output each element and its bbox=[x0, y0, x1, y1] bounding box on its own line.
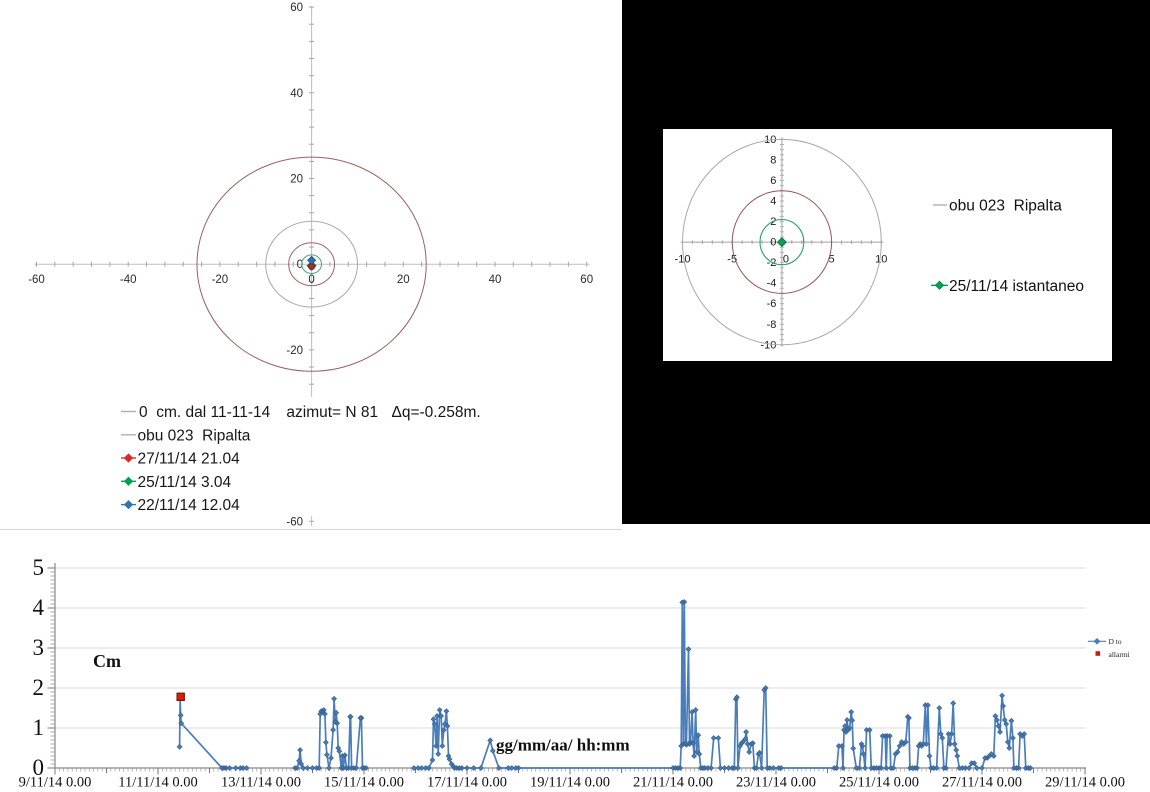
svg-text:4: 4 bbox=[33, 595, 45, 620]
svg-text:8: 8 bbox=[770, 154, 776, 166]
svg-text:27/11/14 0.00: 27/11/14 0.00 bbox=[942, 775, 1022, 791]
svg-text:-60: -60 bbox=[28, 274, 45, 286]
svg-text:-2: -2 bbox=[767, 257, 777, 269]
svg-text:0: 0 bbox=[33, 755, 45, 780]
svg-text:2: 2 bbox=[33, 675, 45, 700]
svg-text:5: 5 bbox=[33, 555, 45, 580]
svg-text:4: 4 bbox=[770, 196, 776, 208]
svg-text:D to: D to bbox=[1109, 637, 1122, 646]
svg-text:obu 023 Ripalta: obu 023 Ripalta bbox=[138, 427, 251, 444]
svg-text:0: 0 bbox=[308, 274, 314, 286]
svg-text:-8: -8 bbox=[767, 319, 777, 331]
svg-text:-10: -10 bbox=[760, 339, 776, 351]
svg-text:25/11/14 istantaneo: 25/11/14 istantaneo bbox=[949, 278, 1084, 295]
svg-text:20: 20 bbox=[290, 174, 303, 186]
svg-text:obu 023 Ripalta: obu 023 Ripalta bbox=[949, 198, 1062, 215]
svg-text:allarmi: allarmi bbox=[1109, 650, 1130, 659]
svg-text:-5: -5 bbox=[727, 254, 737, 266]
svg-text:-60: -60 bbox=[286, 516, 303, 528]
svg-text:-10: -10 bbox=[675, 254, 691, 266]
svg-text:20: 20 bbox=[397, 274, 410, 286]
svg-text:29/11/14 0.00: 29/11/14 0.00 bbox=[1045, 775, 1125, 791]
svg-text:40: 40 bbox=[489, 274, 502, 286]
svg-text:27/11/14 21.04: 27/11/14 21.04 bbox=[138, 451, 241, 468]
svg-text:6: 6 bbox=[770, 175, 776, 187]
svg-text:5: 5 bbox=[829, 254, 835, 266]
svg-text:17/11/14 0.00: 17/11/14 0.00 bbox=[427, 775, 507, 791]
svg-text:0: 0 bbox=[783, 254, 789, 266]
svg-text:60: 60 bbox=[290, 2, 303, 14]
svg-text:40: 40 bbox=[290, 88, 303, 100]
svg-text:-6: -6 bbox=[767, 298, 777, 310]
svg-text:Cm: Cm bbox=[93, 651, 121, 671]
svg-text:-40: -40 bbox=[120, 274, 137, 286]
svg-text:0: 0 bbox=[297, 259, 303, 271]
svg-text:-20: -20 bbox=[286, 345, 303, 357]
svg-text:10: 10 bbox=[875, 254, 887, 266]
svg-text:15/11/14 0.00: 15/11/14 0.00 bbox=[324, 775, 404, 791]
svg-text:23/11/14 0.00: 23/11/14 0.00 bbox=[736, 775, 816, 791]
svg-text:-20: -20 bbox=[212, 274, 229, 286]
svg-text:0: 0 bbox=[770, 237, 776, 249]
svg-text:gg/mm/aa/ hh:mm: gg/mm/aa/ hh:mm bbox=[496, 736, 630, 755]
svg-text:3: 3 bbox=[33, 635, 45, 660]
svg-text:21/11/14 0.00: 21/11/14 0.00 bbox=[633, 775, 713, 791]
svg-text:11/11/14 0.00: 11/11/14 0.00 bbox=[118, 775, 197, 791]
svg-text:9/11/14 0.00: 9/11/14 0.00 bbox=[19, 775, 92, 791]
svg-text:-4: -4 bbox=[767, 278, 777, 290]
svg-text:60: 60 bbox=[580, 274, 593, 286]
svg-text:2: 2 bbox=[770, 216, 776, 228]
svg-text:22/11/14 12.04: 22/11/14 12.04 bbox=[138, 497, 241, 514]
svg-text:19/11/14 0.00: 19/11/14 0.00 bbox=[530, 775, 610, 791]
svg-text:25/11/14 3.04: 25/11/14 3.04 bbox=[138, 474, 232, 491]
svg-text:1: 1 bbox=[33, 715, 45, 740]
svg-text:13/11/14 0.00: 13/11/14 0.00 bbox=[221, 775, 301, 791]
svg-text:25/11/14 0.00: 25/11/14 0.00 bbox=[839, 775, 919, 791]
